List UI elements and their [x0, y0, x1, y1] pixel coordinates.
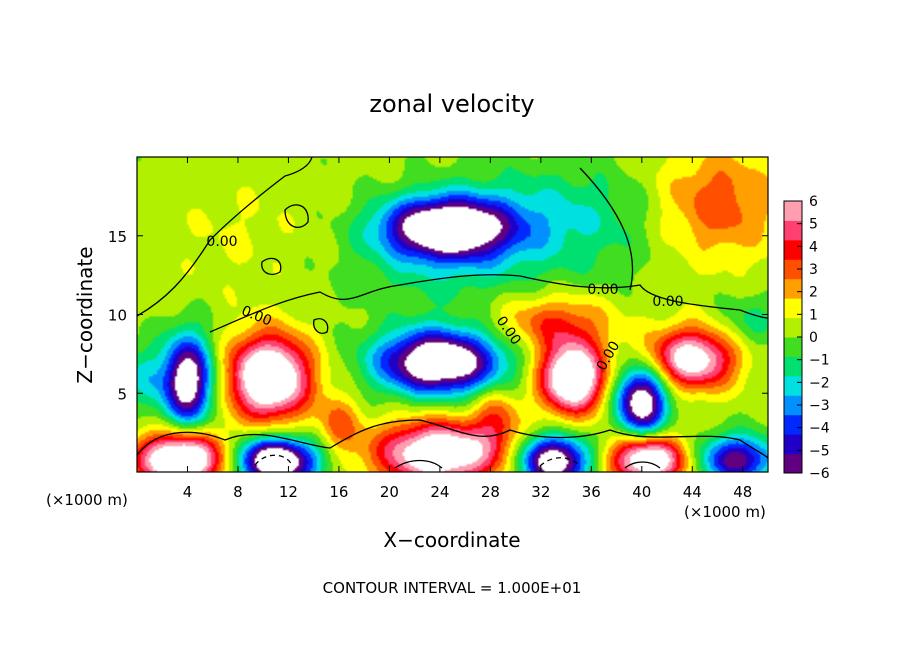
- contour-line-lower: [136, 419, 769, 459]
- colorbar-swatch: [784, 375, 802, 396]
- y-tick-label: 15: [108, 228, 127, 246]
- colorbar-tick-label: 4: [809, 239, 818, 255]
- contour-line-blob-3: [313, 318, 329, 334]
- contour-line-dashed-2: [539, 457, 581, 467]
- colorbar-swatch: [784, 337, 802, 357]
- colorbar-swatch: [784, 201, 802, 221]
- y-tick-labels: 5 10 15: [108, 228, 127, 404]
- x-tick-label: 44: [683, 483, 702, 501]
- x-tick-label: 16: [329, 483, 348, 501]
- colorbar-tick-label: −4: [809, 421, 830, 437]
- contour-label: 0.00: [587, 282, 618, 298]
- colorbar-swatch: [784, 434, 802, 455]
- x-tick-label: 48: [733, 483, 752, 501]
- contour-line-solid-3: [394, 459, 443, 469]
- heatmap-field: [137, 157, 768, 472]
- x-tick-label: 40: [632, 483, 651, 501]
- colorbar-swatch: [784, 298, 802, 319]
- colorbar-tick-label: 1: [809, 307, 818, 323]
- contour-label: 0.00: [652, 294, 683, 310]
- colorbar-tick-label: −1: [809, 353, 830, 369]
- colorbar-tick-label: 3: [809, 262, 818, 278]
- contour-line-blob-1: [284, 204, 309, 228]
- x-tick-label: 36: [582, 483, 601, 501]
- x-tick-label: 12: [279, 483, 298, 501]
- colorbar-swatch: [784, 239, 802, 260]
- colorbar: [783, 200, 803, 474]
- x-tick-label: 32: [531, 483, 550, 501]
- contour-line-dashed-1: [254, 454, 293, 466]
- y-axis-label: Z−coordinate: [73, 246, 97, 383]
- colorbar-tick-label: 5: [809, 217, 818, 233]
- colorbar-tick-label: −5: [809, 443, 830, 459]
- colorbar-swatch: [784, 220, 802, 241]
- colorbar-swatch: [784, 259, 802, 280]
- x-tick-label: 4: [183, 483, 193, 501]
- x-tick-label: 20: [380, 483, 399, 501]
- x-tick-labels: 4 8 12 16 20 24 28 32 36 40 44 48: [183, 483, 753, 501]
- colorbar-tick-label: 0: [809, 330, 818, 346]
- x-tick-label: 8: [233, 483, 243, 501]
- colorbar-swatch: [784, 395, 802, 416]
- contour-line-jet: [209, 274, 769, 333]
- y-tick-label: 5: [117, 385, 127, 403]
- x-unit-label-left: (×1000 m): [46, 491, 128, 509]
- contour-line-blob-2: [261, 257, 282, 276]
- colorbar-tick-labels: 6 5 4 3 2 1 0 −1 −2 −3 −4 −5 −6: [809, 194, 830, 482]
- contour-line-arch: [579, 167, 634, 291]
- x-axis-label: X−coordinate: [383, 528, 520, 552]
- x-unit-label-right: (×1000 m): [684, 503, 766, 521]
- contour-line-solid-4: [624, 461, 661, 469]
- zero-contours: [136, 156, 769, 469]
- plot-area: 0.000.000.000.000.000.00: [136, 156, 769, 473]
- x-tick-label: 24: [430, 483, 449, 501]
- colorbar-swatch: [784, 356, 802, 377]
- contour-line-upper: [136, 156, 313, 317]
- colorbar-swatch: [784, 278, 802, 299]
- contour-interval-note: CONTOUR INTERVAL = 1.000E+01: [323, 579, 582, 597]
- x-tick-label: 28: [481, 483, 500, 501]
- colorbar-tick-label: −6: [809, 466, 830, 482]
- colorbar-tick-label: −2: [809, 375, 830, 391]
- colorbar-tick-label: 6: [809, 194, 818, 210]
- y-tick-label: 10: [108, 307, 127, 325]
- axis-ticks: [137, 157, 768, 472]
- colorbar-tick-label: 2: [809, 285, 818, 301]
- colorbar-swatch: [784, 317, 802, 338]
- colorbar-swatch: [784, 414, 802, 435]
- contour-label: 0.00: [206, 234, 237, 250]
- colorbar-swatch: [784, 453, 802, 474]
- colorbar-tick-label: −3: [809, 398, 830, 414]
- chart-title: zonal velocity: [369, 90, 534, 118]
